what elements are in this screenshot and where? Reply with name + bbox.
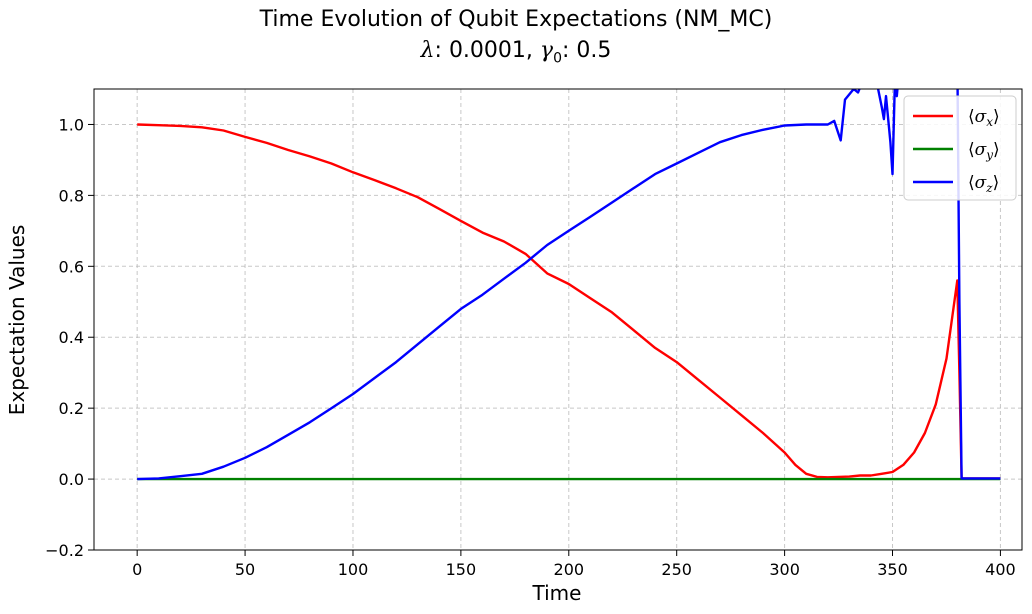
x-tick-label: 200: [554, 560, 585, 579]
y-axis-label: Expectation Values: [5, 225, 29, 416]
gamma-subscript: 0: [553, 50, 562, 67]
x-tick-label: 250: [661, 560, 692, 579]
x-tick-label: 50: [235, 560, 255, 579]
y-tick-label: 0.4: [59, 328, 84, 347]
y-tick-label: 1.0: [59, 115, 84, 134]
axes: 0 50 100 150 200 250 300 350 400 −0.2 0.0 0.2 0.4 0.6…: [45, 115, 1016, 579]
legend: ⟨σx⟩ ⟨σy⟩ ⟨σz⟩: [903, 95, 1017, 201]
plot-frame: [93, 88, 1023, 551]
gamma-value: 0.5: [576, 38, 612, 63]
chart-subtitle: λ: 0.0001, γ0: 0.5: [420, 38, 612, 67]
x-tick-label: 100: [338, 560, 369, 579]
x-tick-label: 350: [877, 560, 908, 579]
lambda-symbol: λ: [420, 38, 435, 63]
y-tick-label: 0.0: [59, 470, 84, 489]
series-line-x: [137, 123, 1001, 480]
y-tick-label: 0.8: [59, 186, 84, 205]
legend-label-z: ⟨σz⟩: [968, 173, 999, 195]
grid: [94, 89, 1022, 551]
x-axis-label: Time: [532, 581, 582, 605]
series-line-z: [137, 89, 1001, 481]
lambda-value: 0.0001: [448, 38, 526, 63]
x-tick-label: 150: [446, 560, 477, 579]
legend-label-x: ⟨σx⟩: [968, 107, 1000, 129]
y-tick-label: −0.2: [45, 541, 84, 560]
x-tick-label: 300: [769, 560, 800, 579]
x-tick-label: 400: [985, 560, 1016, 579]
gamma-symbol: γ: [539, 38, 554, 63]
y-tick-label: 0.2: [59, 399, 84, 418]
x-tick-label: 0: [132, 560, 142, 579]
legend-frame: [903, 95, 1017, 201]
series-group: [137, 89, 1001, 481]
y-tick-label: 0.6: [59, 257, 84, 276]
legend-label-y: ⟨σy⟩: [968, 140, 1000, 162]
chart-title: Time Evolution of Qubit Expectations (NM…: [259, 7, 773, 32]
